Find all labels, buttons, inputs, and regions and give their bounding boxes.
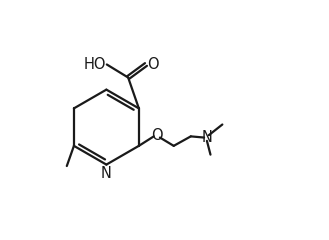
Text: N: N <box>201 130 212 145</box>
Text: O: O <box>151 128 163 143</box>
Text: N: N <box>101 166 112 181</box>
Text: HO: HO <box>83 56 106 72</box>
Text: O: O <box>147 56 159 72</box>
